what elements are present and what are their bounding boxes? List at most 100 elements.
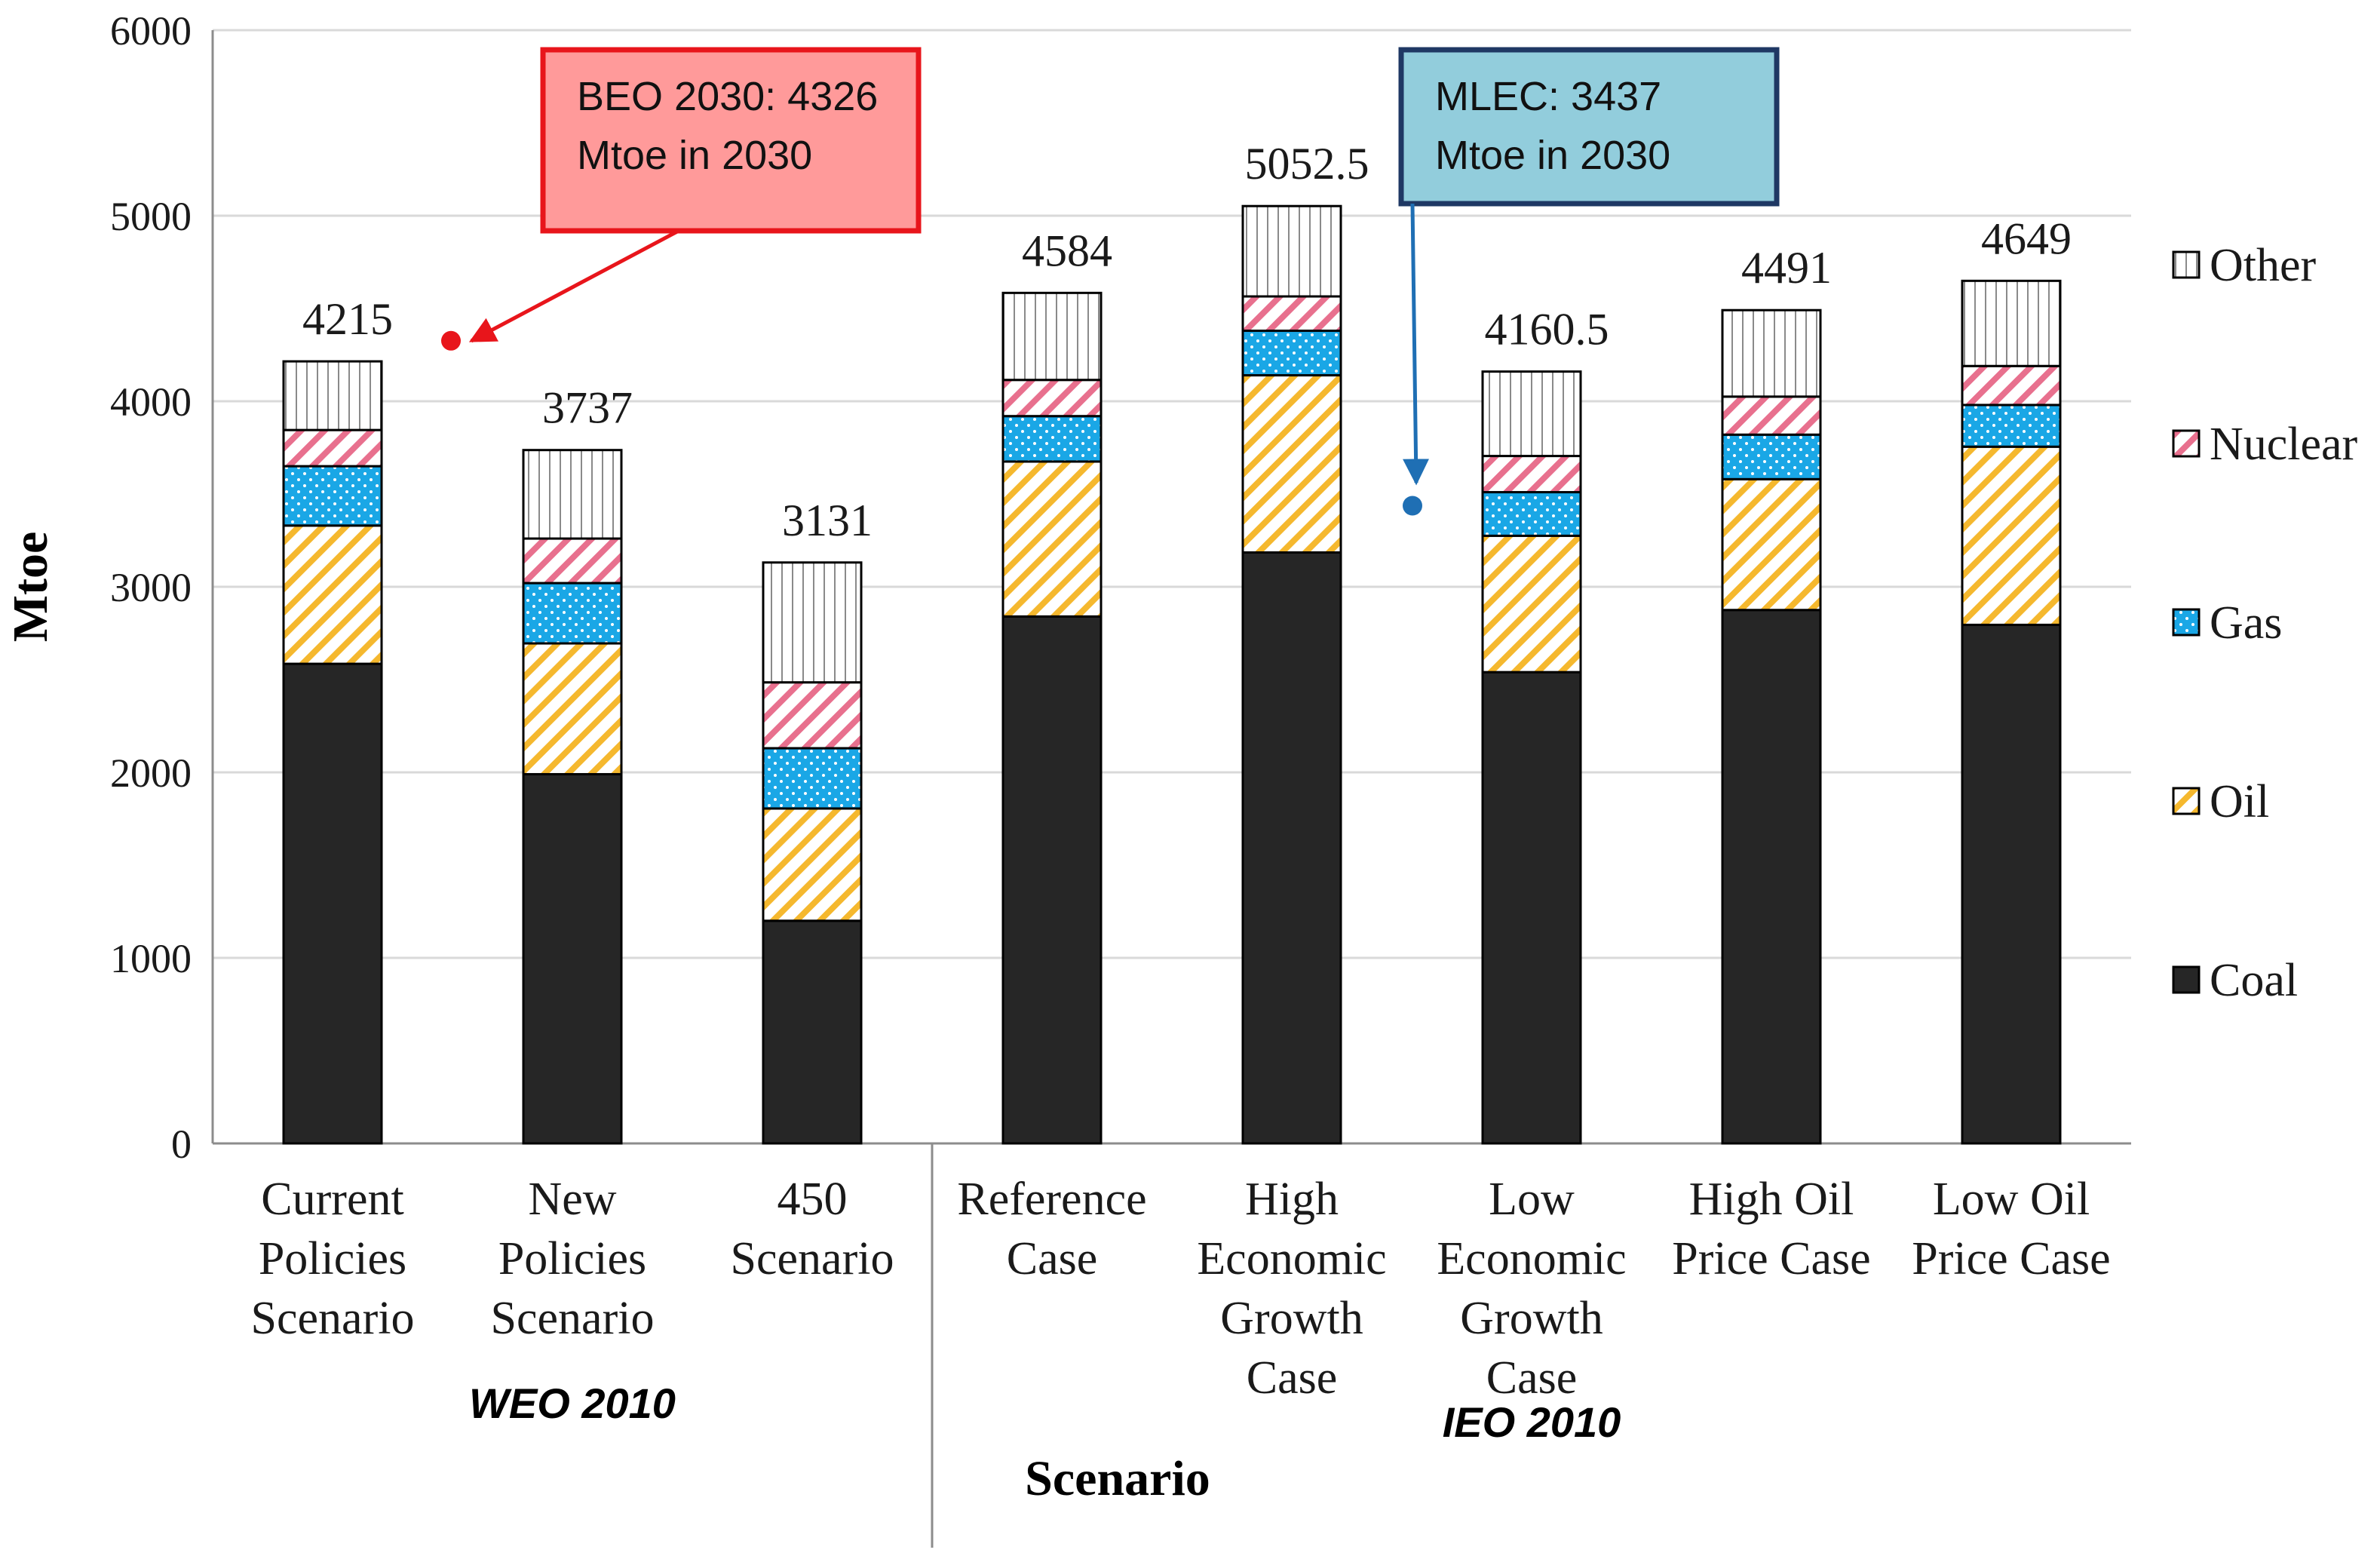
category-label-1-1: Policies (498, 1233, 646, 1284)
category-label-2-0: 450 (777, 1174, 848, 1225)
total-label-2: 3131 (782, 496, 873, 545)
bar-other-7 (1961, 279, 2062, 367)
bar-oil-4 (1241, 374, 1342, 554)
legend-swatch-other (2172, 250, 2201, 279)
bar-oil-2 (762, 807, 863, 922)
bar-other-5 (1481, 370, 1582, 458)
total-label-6: 4491 (1741, 243, 1832, 293)
category-label-0-1: Policies (259, 1233, 406, 1284)
group-label-weo-2010: WEO 2010 (469, 1379, 676, 1427)
annotation-arrow-1 (1403, 203, 1430, 486)
category-label-2-1: Scenario (731, 1233, 894, 1284)
bar-coal-6 (1721, 609, 1822, 1145)
bar-other-0 (282, 360, 383, 431)
bar-nuclear-0 (282, 428, 383, 468)
annotation-marker-1 (1403, 496, 1422, 516)
bar-gas-7 (1961, 404, 2062, 448)
annotation-text-1-1: Mtoe in 2030 (1435, 133, 1670, 178)
annotation-text-0-1: Mtoe in 2030 (577, 133, 812, 178)
bar-gas-1 (522, 582, 623, 645)
bar-nuclear-3 (1001, 379, 1103, 418)
annotation-arrow-0 (468, 229, 680, 343)
category-label-4-2: Growth (1220, 1293, 1363, 1344)
annotation-box-1 (1398, 47, 1780, 207)
y-tick-label-3000: 3000 (110, 565, 192, 610)
bar-coal-0 (282, 662, 383, 1145)
bar-gas-5 (1481, 491, 1582, 537)
annotation-text-0-0: BEO 2030: 4326 (577, 74, 878, 119)
legend-swatch-coal (2172, 965, 2201, 994)
legend-swatch-nuclear (2172, 429, 2201, 458)
y-axis-title: Mtoe (3, 532, 58, 643)
y-tick-label-1000: 1000 (110, 936, 192, 981)
annotation-marker-0 (441, 330, 461, 351)
total-label-4: 5052.5 (1245, 139, 1369, 189)
bar-nuclear-2 (762, 681, 863, 750)
total-label-3: 4584 (1022, 226, 1112, 275)
bar-coal-2 (762, 919, 863, 1145)
category-label-3-0: Reference (957, 1174, 1146, 1225)
legend-swatch-gas (2172, 608, 2201, 637)
category-label-5-1: Economic (1437, 1233, 1626, 1284)
legend-label-coal: Coal (2210, 955, 2298, 1006)
total-label-0: 4215 (302, 294, 393, 344)
bar-oil-0 (282, 524, 383, 665)
bar-gas-6 (1721, 433, 1822, 480)
bar-other-6 (1721, 308, 1822, 398)
bar-oil-5 (1481, 534, 1582, 674)
bar-coal-4 (1241, 551, 1342, 1145)
legend-label-gas: Gas (2210, 597, 2282, 649)
bar-nuclear-4 (1241, 295, 1342, 333)
total-label-7: 4649 (1981, 213, 2072, 263)
annotation-box-0 (540, 47, 922, 234)
annotation-text-1-0: MLEC: 3437 (1435, 74, 1661, 119)
legend-swatch-oil (2172, 787, 2201, 815)
bar-coal-7 (1961, 623, 2062, 1145)
category-label-7-0: Low Oil (1933, 1174, 2090, 1225)
category-label-5-0: Low (1489, 1174, 1575, 1225)
y-tick-label-5000: 5000 (110, 194, 192, 239)
category-label-5-3: Case (1486, 1352, 1578, 1404)
y-tick-label-6000: 6000 (110, 8, 192, 54)
y-tick-label-0: 0 (171, 1122, 192, 1167)
legend-label-nuclear: Nuclear (2210, 419, 2358, 470)
bar-other-1 (522, 449, 623, 540)
total-label-5: 4160.5 (1485, 305, 1609, 354)
bar-gas-3 (1001, 415, 1103, 463)
bar-coal-3 (1001, 615, 1103, 1145)
bar-other-3 (1001, 291, 1103, 382)
bar-nuclear-6 (1721, 395, 1822, 436)
category-label-4-3: Case (1247, 1352, 1338, 1404)
x-axis-title: Scenario (1025, 1451, 1210, 1506)
category-label-7-1: Price Case (1912, 1233, 2110, 1284)
y-tick-label-4000: 4000 (110, 379, 192, 425)
category-label-3-1: Case (1007, 1233, 1098, 1284)
bar-coal-1 (522, 772, 623, 1145)
bar-coal-5 (1481, 671, 1582, 1145)
bar-nuclear-5 (1481, 455, 1582, 494)
category-label-0-0: Current (261, 1174, 403, 1225)
bar-gas-0 (282, 465, 383, 527)
category-label-6-0: High Oil (1689, 1174, 1854, 1225)
bar-gas-2 (762, 747, 863, 810)
category-label-4-0: High (1245, 1174, 1339, 1225)
category-label-5-2: Growth (1460, 1293, 1603, 1344)
bar-oil-1 (522, 642, 623, 775)
category-label-1-0: New (528, 1174, 616, 1225)
category-label-0-2: Scenario (251, 1293, 415, 1344)
bar-oil-7 (1961, 445, 2062, 626)
category-label-4-1: Economic (1197, 1233, 1386, 1284)
legend-label-other: Other (2210, 240, 2317, 291)
bar-oil-3 (1001, 460, 1103, 618)
bar-nuclear-7 (1961, 364, 2062, 407)
y-tick-label-2000: 2000 (110, 750, 192, 796)
category-label-6-1: Price Case (1672, 1233, 1870, 1284)
total-label-1: 3737 (542, 383, 633, 433)
category-label-1-2: Scenario (491, 1293, 655, 1344)
group-label-ieo-2010: IEO 2010 (1443, 1398, 1621, 1446)
bar-gas-4 (1241, 330, 1342, 377)
bar-other-4 (1241, 204, 1342, 298)
bar-nuclear-1 (522, 537, 623, 585)
